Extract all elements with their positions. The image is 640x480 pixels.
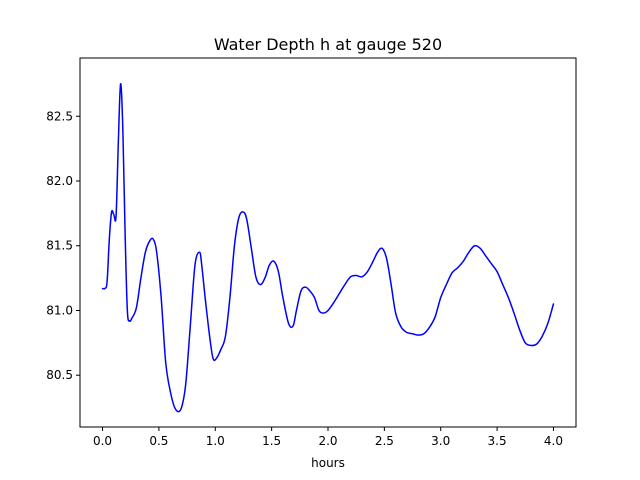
x-tick-label: 0.0 bbox=[93, 434, 112, 448]
y-tick-label: 82.5 bbox=[46, 109, 73, 123]
x-tick-label: 4.0 bbox=[544, 434, 563, 448]
y-tick-label: 81.5 bbox=[46, 239, 73, 253]
x-tick-label: 2.0 bbox=[318, 434, 337, 448]
x-axis: 0.0 0.5 1.0 1.5 2.0 2.5 3.0 3.5 4.0 bbox=[93, 427, 563, 448]
series-line-0 bbox=[101, 83, 555, 413]
y-tick-label: 80.5 bbox=[46, 368, 73, 382]
plot-area bbox=[80, 58, 576, 427]
y-axis: 80.5 81.0 81.5 82.0 82.5 bbox=[46, 109, 80, 382]
x-tick-label: 2.5 bbox=[375, 434, 394, 448]
series-layer bbox=[101, 83, 555, 413]
x-tick-label: 0.5 bbox=[149, 434, 168, 448]
y-tick-label: 82.0 bbox=[46, 174, 73, 188]
x-tick-label: 1.5 bbox=[262, 434, 281, 448]
x-tick-label: 1.0 bbox=[206, 434, 225, 448]
chart-title: Water Depth h at gauge 520 bbox=[214, 35, 442, 54]
x-axis-label: hours bbox=[311, 456, 345, 470]
y-tick-label: 81.0 bbox=[46, 303, 73, 317]
x-tick-label: 3.0 bbox=[431, 434, 450, 448]
x-tick-label: 3.5 bbox=[488, 434, 507, 448]
